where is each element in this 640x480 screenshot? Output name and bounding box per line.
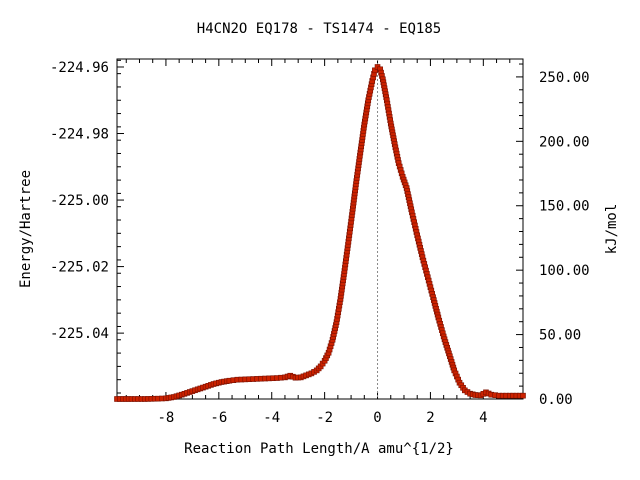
x-tick-label: 2 <box>426 410 434 426</box>
x-tick-label: 4 <box>479 410 487 426</box>
x-tick-label: 0 <box>373 410 381 426</box>
y-tick-label: -225.02 <box>50 260 109 276</box>
x-tick-label: -8 <box>158 410 175 426</box>
x-tick-label: -4 <box>263 410 280 426</box>
y2-tick-label: 250.00 <box>539 70 590 86</box>
y2-tick-label: 50.00 <box>539 328 581 344</box>
y-tick-label: -225.04 <box>50 326 109 342</box>
data-point <box>520 392 526 399</box>
y2-tick-label: 200.00 <box>539 134 590 150</box>
series-line <box>116 66 523 400</box>
axis-ticks <box>117 59 524 400</box>
y-tick-label: -224.96 <box>50 60 109 76</box>
x-tick-label: -6 <box>210 410 227 426</box>
plot-frame <box>116 58 524 400</box>
tick-labels: -8 -6 -4 -2 0 2 4 -224.96 -224.98 -225.00 -225.02 -… <box>50 60 590 426</box>
series-group <box>114 64 526 402</box>
y-tick-label: -224.98 <box>50 127 109 143</box>
x-axis-label: Reaction Path Length/A amu^{1/2} <box>184 441 454 457</box>
y2-tick-label: 0.00 <box>539 392 573 408</box>
y-tick-label: -225.00 <box>50 193 109 209</box>
y2-tick-label: 100.00 <box>539 263 590 279</box>
y2-tick-label: 150.00 <box>539 199 590 215</box>
y-axis-label: Energy/Hartree <box>18 170 34 288</box>
y2-axis-label: kJ/mol <box>604 204 620 255</box>
x-tick-label: -2 <box>316 410 333 426</box>
chart-title: H4CN2O EQ178 - TS1474 - EQ185 <box>197 21 441 37</box>
